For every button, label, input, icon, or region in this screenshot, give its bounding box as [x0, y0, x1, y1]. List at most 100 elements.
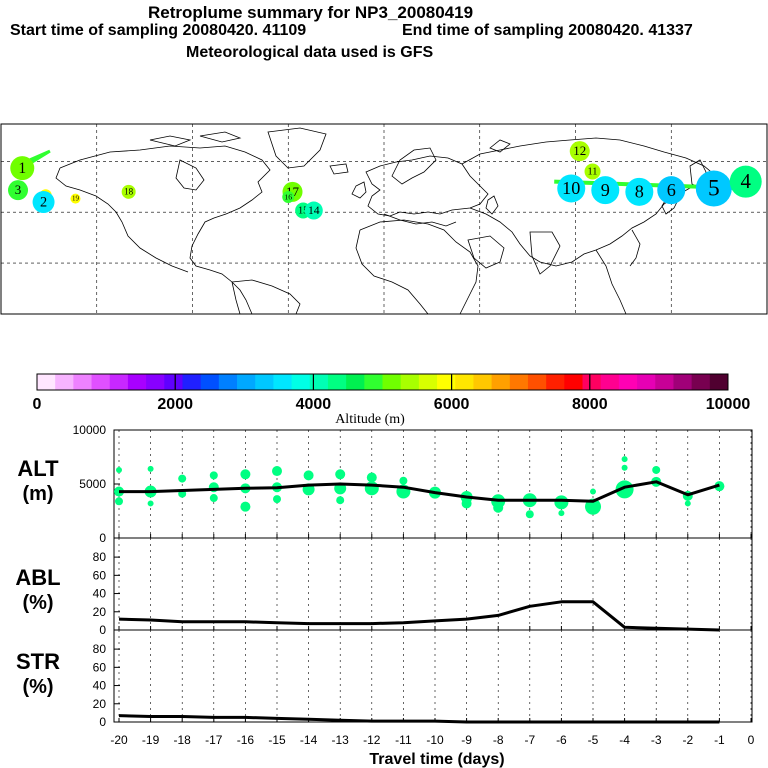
plume-marker-label: 16 [284, 192, 292, 201]
colorbar-swatch [400, 374, 420, 390]
coast-caspian [485, 195, 499, 215]
alt-scatter-point [240, 469, 251, 480]
y-tick-label: 60 [93, 660, 107, 674]
plume-marker-circle [591, 176, 620, 205]
y-tick-label: 20 [93, 605, 107, 619]
world-map: 1201918171615141211109865432 [0, 123, 768, 315]
colorbar-swatch [364, 374, 383, 390]
alt-scatter-point [652, 465, 661, 474]
alt-scatter-point [115, 497, 123, 506]
coast-hudson-bay [175, 159, 205, 191]
y-tick-label: 40 [93, 587, 107, 601]
colorbar-swatch [509, 374, 529, 390]
x-tick-label: -11 [395, 733, 412, 747]
coast-southeast-asia [595, 229, 641, 315]
alt-scatter-point [554, 495, 569, 510]
plume-marker-label: 12 [573, 143, 586, 158]
colorbar-frame [36, 373, 729, 391]
coast-africa [355, 219, 479, 315]
panel-label: ABL [15, 565, 60, 590]
x-tick-label: -10 [426, 733, 444, 747]
coast-south-america [231, 279, 301, 315]
panel-unit-label: (%) [22, 676, 53, 698]
colorbar-swatch [582, 374, 602, 390]
colorbar-tick-label: 2000 [157, 396, 193, 413]
y-tick-label: 80 [93, 642, 107, 656]
alt-scatter-point [493, 502, 504, 513]
met-data-label: Meteorological data used is GFS [186, 44, 434, 61]
plume-marker-circle [282, 190, 295, 203]
chart-title: Retroplume summary for NP3_20080419 [148, 3, 474, 22]
plume-marker-label: 10 [562, 178, 580, 198]
x-tick-label: -6 [556, 733, 567, 747]
colorbar-swatch [73, 374, 93, 390]
plume-marker-label: 15 [298, 206, 308, 217]
colorbar-swatch [164, 374, 183, 390]
colorbar-tick-label: 8000 [572, 396, 608, 413]
colorbar-swatch [127, 374, 147, 390]
colorbar-swatch [291, 374, 311, 390]
panel-str: 80 60 40 20 0 STR(%) [16, 629, 753, 729]
colorbar-swatch [691, 374, 711, 390]
panel-label: STR [16, 649, 60, 674]
x-tick-label: -1 [714, 733, 725, 747]
panel-label: ALT [17, 456, 59, 481]
colorbar-swatch [491, 374, 511, 390]
alt-scatter-point [364, 481, 379, 496]
start-time-label: Start time of sampling 20080420. 41109 [10, 22, 307, 39]
altitude-colorbar: 0 2000 4000 6000 8000 10000 Altitude (m) [33, 373, 750, 427]
plume-marker-circle [569, 141, 590, 162]
alt-scatter-point [303, 470, 314, 481]
plume-day-markers: 1201918171615141211109865432 [8, 141, 762, 220]
y-tick-label: 5000 [79, 477, 106, 491]
panel-abl: 80 60 40 20 0 ABL(%) [15, 537, 753, 637]
coast-arabia [467, 235, 505, 269]
plume-marker-label: 3 [15, 182, 22, 197]
plume-marker-circle [32, 191, 55, 214]
plume-marker-label: 4 [741, 170, 752, 193]
plume-marker-label: 18 [124, 187, 134, 197]
colorbar-swatch [564, 374, 584, 390]
colorbar-swatch [673, 374, 693, 390]
alt-scatter-point [209, 494, 218, 503]
colorbar-swatch [182, 374, 202, 390]
plume-marker-circle [10, 156, 35, 181]
plume-marker-circle [584, 163, 601, 180]
colorbar-swatch [455, 374, 474, 390]
colorbar-swatch [473, 374, 493, 390]
alt-scatter-point [335, 469, 346, 480]
coast-north-america [55, 145, 271, 315]
colorbar-tick-label: 4000 [296, 396, 332, 413]
alt-scatter-point [461, 498, 472, 509]
x-tick-label: -8 [493, 733, 504, 747]
colorbar-swatch [346, 374, 365, 390]
plume-marker-label: 19 [72, 195, 80, 203]
plume-marker-label: 5 [708, 176, 720, 202]
coast-iceland [329, 163, 349, 175]
colorbar-swatch [637, 374, 656, 390]
alt-scatter-point [116, 466, 122, 473]
x-tick-label: -2 [682, 733, 693, 747]
colorbar-swatch [218, 374, 238, 390]
panel-alt: 10000 5000 0 ALT(m) [17, 423, 753, 545]
colorbar-swatch [237, 374, 256, 390]
x-tick-label: -19 [142, 733, 160, 747]
y-tick-label: 0 [99, 715, 106, 729]
y-tick-label: 80 [93, 550, 107, 564]
x-tick-label: -7 [524, 733, 535, 747]
plume-marker-circle [557, 174, 586, 203]
abl-series-line [118, 600, 720, 632]
colorbar-swatch [309, 374, 329, 390]
plume-marker-circle [657, 176, 686, 205]
colorbar-swatch [200, 374, 220, 390]
colorbar-swatch [600, 374, 620, 390]
plume-marker-label: 9 [601, 180, 610, 200]
x-tick-label: -20 [110, 733, 128, 747]
alt-scatter-point [209, 471, 218, 480]
coast-greenland [267, 127, 327, 169]
alt-scatter-point [558, 510, 565, 517]
alt-scatter-point [615, 480, 634, 499]
plume-marker-label: 1 [18, 160, 26, 177]
colorbar-swatch [91, 374, 111, 390]
alt-scatter-point [272, 466, 282, 477]
